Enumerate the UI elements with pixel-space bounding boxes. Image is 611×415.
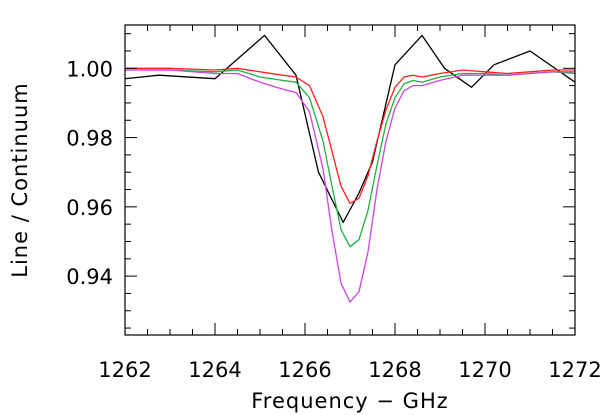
y-tick-label: 0.98 (66, 127, 113, 151)
y-tick-label: 0.96 (66, 196, 113, 220)
series-line-1 (125, 67, 575, 205)
x-tick-label: 1272 (548, 358, 601, 382)
tick-labels: 1262 1264 1266 1268 1270 1272 0.94 0.96 0.98 1.00 (66, 57, 601, 382)
axis-ticks (124, 25, 576, 335)
y-tick-label: 1.00 (66, 57, 113, 81)
series-line-3 (125, 69, 575, 303)
series-line-0 (124, 34, 576, 224)
plot-lines (124, 34, 576, 303)
x-tick-label: 1264 (188, 358, 241, 382)
x-tick-label: 1270 (458, 358, 511, 382)
x-axis-label: Frequency − GHz (251, 389, 449, 413)
y-tick-label: 0.94 (66, 265, 113, 289)
x-tick-label: 1268 (368, 358, 421, 382)
x-tick-label: 1262 (98, 358, 151, 382)
x-tick-label: 1266 (278, 358, 331, 382)
y-axis-label: Line / Continuum (8, 82, 32, 277)
series-line-2 (125, 69, 576, 248)
